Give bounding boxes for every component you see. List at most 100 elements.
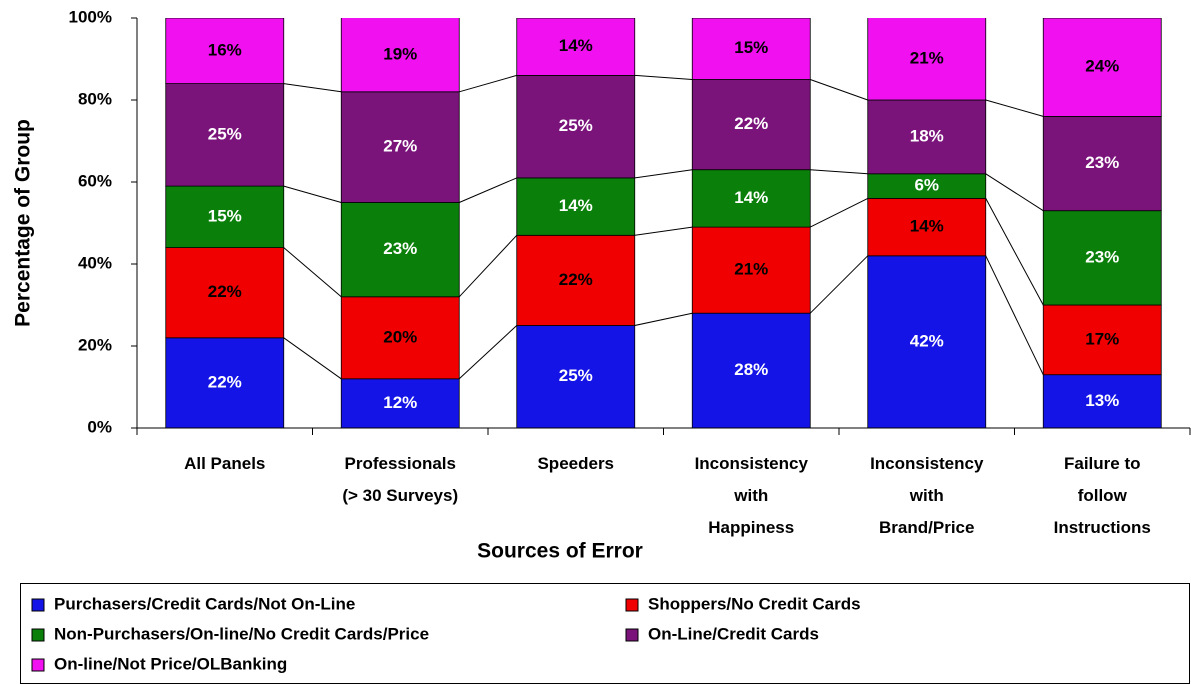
connector-line <box>458 234 518 298</box>
value-label: 17% <box>1085 329 1119 348</box>
y-tick-label: 60% <box>78 171 112 190</box>
x-tick-label: Inconsistency with Brand/Price <box>870 454 984 537</box>
connector-line <box>634 226 693 236</box>
value-label: 14% <box>559 36 593 55</box>
connector-line <box>459 177 517 203</box>
connector-line <box>283 337 342 380</box>
connector-line <box>458 325 518 380</box>
bar-segment <box>1042 18 1162 117</box>
value-label: 19% <box>383 44 417 63</box>
legend-swatch <box>31 598 45 612</box>
value-label: 20% <box>383 327 417 346</box>
connector-line <box>985 198 1044 306</box>
connector-line <box>634 74 693 80</box>
bar-segment <box>340 378 460 428</box>
bar-segment <box>1042 116 1162 212</box>
value-label: 23% <box>1085 247 1119 266</box>
bar-segment <box>165 18 285 84</box>
value-label: 28% <box>734 360 768 379</box>
value-label: 21% <box>734 260 768 279</box>
connector-line <box>809 255 869 314</box>
legend-label: Purchasers/Credit Cards/Not On-Line <box>54 594 355 613</box>
bar-segment <box>340 91 460 203</box>
value-label: 15% <box>208 206 242 225</box>
value-label: 22% <box>208 372 242 391</box>
value-label: 23% <box>1085 153 1119 172</box>
value-label: 25% <box>208 124 242 143</box>
bar-segment <box>867 18 987 101</box>
bar-segment <box>516 177 636 236</box>
y-axis-title: Percentage of Group <box>12 119 35 327</box>
bar-segment <box>1042 374 1162 428</box>
bar-segment <box>691 18 811 80</box>
x-tick-label: Inconsistency with Happiness <box>695 454 809 537</box>
value-label: 42% <box>910 331 944 350</box>
x-tick-label: All Panels <box>184 454 265 473</box>
bar-segment <box>867 255 987 428</box>
connector-line <box>985 173 1044 212</box>
bar-segment <box>867 173 987 199</box>
value-label: 22% <box>559 270 593 289</box>
y-tick-label: 40% <box>78 253 112 272</box>
legend-swatch <box>31 658 45 672</box>
value-label: 6% <box>914 176 939 195</box>
value-label: 14% <box>559 196 593 215</box>
bar-segment <box>165 83 285 187</box>
connector-line <box>283 83 342 93</box>
value-label: 23% <box>383 239 417 258</box>
connector-line <box>459 74 517 93</box>
legend-box <box>20 583 1190 684</box>
connector-line <box>634 312 693 326</box>
y-tick-label: 20% <box>78 335 112 354</box>
connector-line <box>810 79 868 101</box>
legend-label: On-Line/Credit Cards <box>648 624 819 643</box>
value-label: 15% <box>734 38 768 57</box>
value-label: 13% <box>1085 391 1119 410</box>
bar-segment <box>165 185 285 249</box>
legend-swatch <box>625 628 639 642</box>
value-label: 27% <box>383 137 417 156</box>
x-tick-label: Speeders <box>537 454 614 473</box>
y-tick-label: 0% <box>87 417 112 436</box>
bar-segment <box>691 226 811 314</box>
bar-segment <box>340 296 460 380</box>
connector-line <box>283 247 342 298</box>
value-label: 24% <box>1085 57 1119 76</box>
bar-segment <box>516 75 636 179</box>
legend-swatch <box>31 628 45 642</box>
bar-segment <box>691 312 811 428</box>
value-label: 25% <box>559 366 593 385</box>
bar-segment <box>1042 210 1162 306</box>
connector-line <box>810 197 868 228</box>
connector-line <box>985 255 1044 375</box>
legend-label: Shoppers/No Credit Cards <box>648 594 861 613</box>
bar-segment <box>867 99 987 175</box>
value-label: 12% <box>383 393 417 412</box>
legend-label: Non-Purchasers/On-line/No Credit Cards/P… <box>54 624 429 643</box>
bar-segment <box>340 202 460 298</box>
value-label: 22% <box>208 282 242 301</box>
connector-line <box>283 185 342 203</box>
bar-segment <box>516 18 636 76</box>
bar-segment <box>340 18 460 93</box>
value-label: 22% <box>734 114 768 133</box>
x-tick-label: Failure to follow Instructions <box>1054 454 1151 537</box>
value-label: 14% <box>734 188 768 207</box>
value-label: 21% <box>910 48 944 67</box>
value-label: 16% <box>208 40 242 59</box>
plot-area: 22% 22% 15% 25% 16% 12% 20% 23% 27% 19% 25% 22% 14% 2… <box>165 18 1162 428</box>
bar-segment <box>165 247 285 339</box>
value-label: 14% <box>910 217 944 236</box>
value-label: 25% <box>559 116 593 135</box>
legend-label: On-line/Not Price/OLBanking <box>54 654 287 673</box>
connector-line <box>985 99 1044 117</box>
bar-segment <box>516 325 636 428</box>
x-axis-title: Sources of Error <box>477 540 643 563</box>
bar-segment <box>867 197 987 257</box>
bar-segment <box>691 169 811 228</box>
legend-swatch <box>625 598 639 612</box>
connector-line <box>634 169 693 179</box>
bar-segment <box>1042 304 1162 376</box>
bar-segment <box>516 234 636 326</box>
